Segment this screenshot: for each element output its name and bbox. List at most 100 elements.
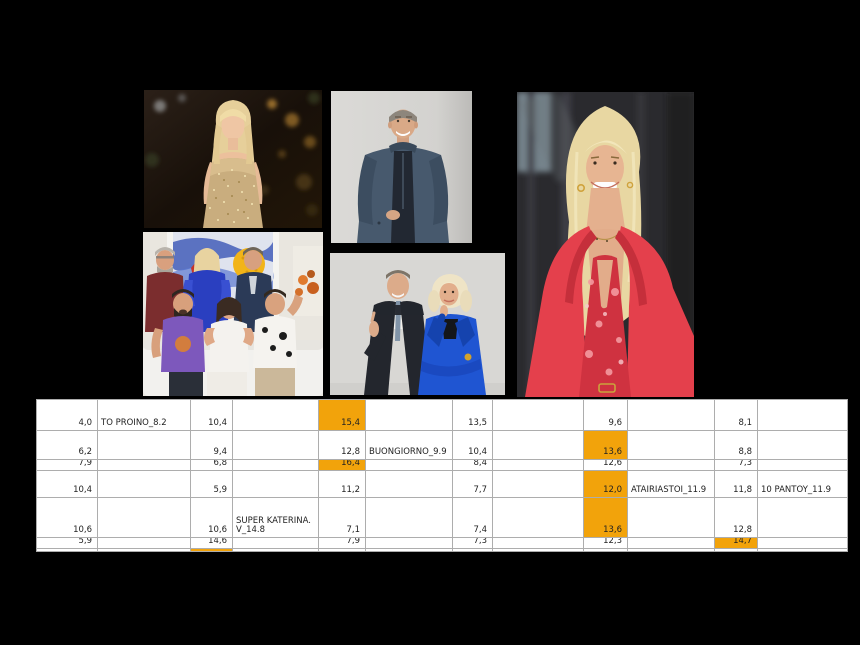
- table-cell: [628, 400, 715, 431]
- table-cell: [319, 549, 366, 552]
- table-cell: 7,3: [453, 538, 493, 549]
- photo-host-sequin-dress: [144, 90, 322, 228]
- table-cell: 10,4: [37, 471, 98, 498]
- table-cell: [98, 460, 191, 471]
- table-cell: [493, 400, 584, 431]
- sequin-dress-illustration: [144, 90, 322, 228]
- table-cell: SUPER KATERINA. V_14.8: [233, 498, 319, 538]
- table-cell-highlighted: 13,6: [584, 431, 628, 460]
- table-cell: [758, 538, 848, 549]
- table-cell: [453, 549, 493, 552]
- table-cell: 10,6: [37, 498, 98, 538]
- table-cell: [233, 538, 319, 549]
- woman-in-blue-blazer: [418, 274, 486, 395]
- table-cell: ATAIRIASTOI_11.9: [628, 471, 715, 498]
- table-cell: 12,8: [319, 431, 366, 460]
- table-cell: 8,4: [453, 460, 493, 471]
- table-cell: 5,9: [37, 538, 98, 549]
- table-cell: 8,8: [715, 431, 758, 460]
- table-cell: 13,5: [453, 400, 493, 431]
- table-cell: 7,3: [715, 460, 758, 471]
- table-cell: 9,4: [191, 431, 233, 460]
- table-cell: [493, 538, 584, 549]
- table-cell: [715, 549, 758, 552]
- photo-host-duo: [330, 253, 505, 395]
- table-cell: 14,6: [191, 538, 233, 549]
- table-cell-highlighted: 15,4: [319, 400, 366, 431]
- man-figure: [357, 109, 449, 243]
- table-cell: [493, 460, 584, 471]
- photo-host-red-blazer: [517, 92, 694, 397]
- table-cell: [628, 498, 715, 538]
- table-cell-highlighted: [191, 549, 233, 552]
- woman-figure: [203, 100, 263, 228]
- table-cell: 10 PANTOY_11.9: [758, 471, 848, 498]
- table-cell: [233, 549, 319, 552]
- table-cell: 5,9: [191, 471, 233, 498]
- table-cell: [628, 460, 715, 471]
- front-row-figures: [151, 289, 303, 396]
- table-cell: 11,2: [319, 471, 366, 498]
- table-cell: 9,6: [584, 400, 628, 431]
- bokeh-lights: [145, 92, 320, 216]
- photo-host-navy-jacket: [331, 91, 472, 243]
- ratings-table: 4,0 TO PROINO_8.2 10,4 15,4 13,5 9,6 8,1 6,2 9,4…: [36, 399, 848, 552]
- table-cell: [98, 471, 191, 498]
- table-cell: 7,9: [37, 460, 98, 471]
- table-cell: [37, 549, 98, 552]
- table-cell: [233, 471, 319, 498]
- table-cell: 11,8: [715, 471, 758, 498]
- table-cell: 7,1: [319, 498, 366, 538]
- panel-group-illustration: [143, 232, 323, 396]
- table-cell: 4,0: [37, 400, 98, 431]
- woman-figure: [525, 106, 694, 397]
- photo-panel-group: [143, 232, 323, 396]
- host-duo-illustration: [330, 253, 505, 395]
- table-cell: [233, 431, 319, 460]
- table-cell-highlighted: 12,0: [584, 471, 628, 498]
- table-cell: [584, 549, 628, 552]
- table-cell: [493, 471, 584, 498]
- table-cell: 7,7: [453, 471, 493, 498]
- table-cell: [98, 538, 191, 549]
- table-cell: [758, 431, 848, 460]
- table-cell-highlighted: 14,7: [715, 538, 758, 549]
- table-cell: [493, 498, 584, 538]
- navy-jacket-illustration: [331, 91, 472, 243]
- table-cell: 6,8: [191, 460, 233, 471]
- back-row-figures: [145, 247, 275, 332]
- table-cell: 7,4: [453, 498, 493, 538]
- table-cell: [493, 431, 584, 460]
- table-cell: 7,9: [319, 538, 366, 549]
- table-cell: [628, 549, 715, 552]
- table-cell: 10,4: [191, 400, 233, 431]
- table-cell: [366, 549, 453, 552]
- table-cell: [493, 549, 584, 552]
- table-cell: [366, 498, 453, 538]
- table-cell: BUONGIORNO_9.9: [366, 431, 453, 460]
- table-cell-highlighted: 13,6: [584, 498, 628, 538]
- table-cell: 12,3: [584, 538, 628, 549]
- table-cell: [98, 549, 191, 552]
- table-cell: 8,1: [715, 400, 758, 431]
- table-cell: [98, 498, 191, 538]
- table-cell: [758, 400, 848, 431]
- table-cell: [758, 498, 848, 538]
- table-cell: 12,6: [584, 460, 628, 471]
- table-cell: [758, 549, 848, 552]
- table-cell: 6,2: [37, 431, 98, 460]
- table-cell: [366, 400, 453, 431]
- table-cell: 10,6: [191, 498, 233, 538]
- table-cell: [233, 400, 319, 431]
- table-cell: [366, 538, 453, 549]
- table-cell-highlighted: 16,4: [319, 460, 366, 471]
- table-cell: [758, 460, 848, 471]
- table-cell: [233, 460, 319, 471]
- table-cell: [628, 538, 715, 549]
- table-cell: 12,8: [715, 498, 758, 538]
- table-cell: [628, 431, 715, 460]
- table-cell: [366, 460, 453, 471]
- table-cell: 10,4: [453, 431, 493, 460]
- table-cell: TO PROINO_8.2: [98, 400, 191, 431]
